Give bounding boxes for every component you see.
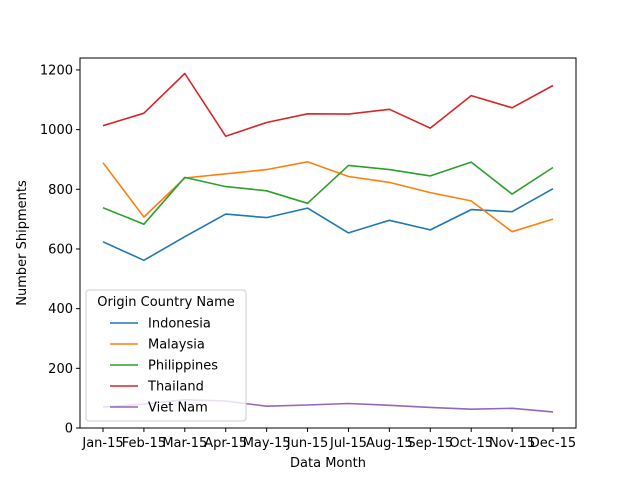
y-tick-label: 0 <box>65 422 73 437</box>
legend-label-thailand: Thailand <box>147 380 204 395</box>
y-tick-label: 200 <box>48 362 73 377</box>
legend-label-indonesia: Indonesia <box>148 317 211 332</box>
legend: Origin Country Name Indonesia Malaysia Phi… <box>85 289 247 422</box>
x-tick-label: Feb-15 <box>122 436 166 451</box>
x-tick-label: Jan-15 <box>81 436 123 451</box>
x-tick-label: Oct-15 <box>449 436 493 451</box>
x-tick-label: Apr-15 <box>204 436 247 451</box>
legend-items: Indonesia Malaysia Philippines Thailand Viet… <box>110 317 218 416</box>
x-tick-label: Mar-15 <box>162 436 207 451</box>
y-tick-label: 600 <box>48 242 73 257</box>
legend-title: Origin Country Name <box>97 295 235 310</box>
y-tick-label: 1000 <box>40 123 73 138</box>
x-tick-label: Jul-15 <box>329 436 367 451</box>
series-line-philippines <box>102 161 554 225</box>
x-axis-title: Data Month <box>290 456 366 471</box>
x-tick-label: Sep-15 <box>407 436 453 451</box>
x-tick-label: Jun-15 <box>286 436 329 451</box>
y-tick-label: 800 <box>48 183 73 198</box>
series-line-thailand <box>102 72 554 137</box>
series-lines <box>102 72 554 413</box>
legend-label-philippines: Philippines <box>148 359 218 374</box>
legend-label-viet-nam: Viet Nam <box>148 401 208 416</box>
series-line-indonesia <box>102 188 554 262</box>
legend-label-malaysia: Malaysia <box>148 338 205 353</box>
x-tick-label: May-15 <box>243 436 291 451</box>
y-axis-ticks: 0 200 400 600 800 1000 1200 <box>40 63 80 437</box>
y-tick-label: 400 <box>48 302 73 317</box>
y-tick-label: 1200 <box>40 63 73 78</box>
y-axis-title: Number Shipments <box>15 180 30 306</box>
x-tick-label: Nov-15 <box>489 436 535 451</box>
x-tick-label: Dec-15 <box>530 436 576 451</box>
plot-frame <box>79 57 577 429</box>
x-tick-label: Aug-15 <box>366 436 413 451</box>
